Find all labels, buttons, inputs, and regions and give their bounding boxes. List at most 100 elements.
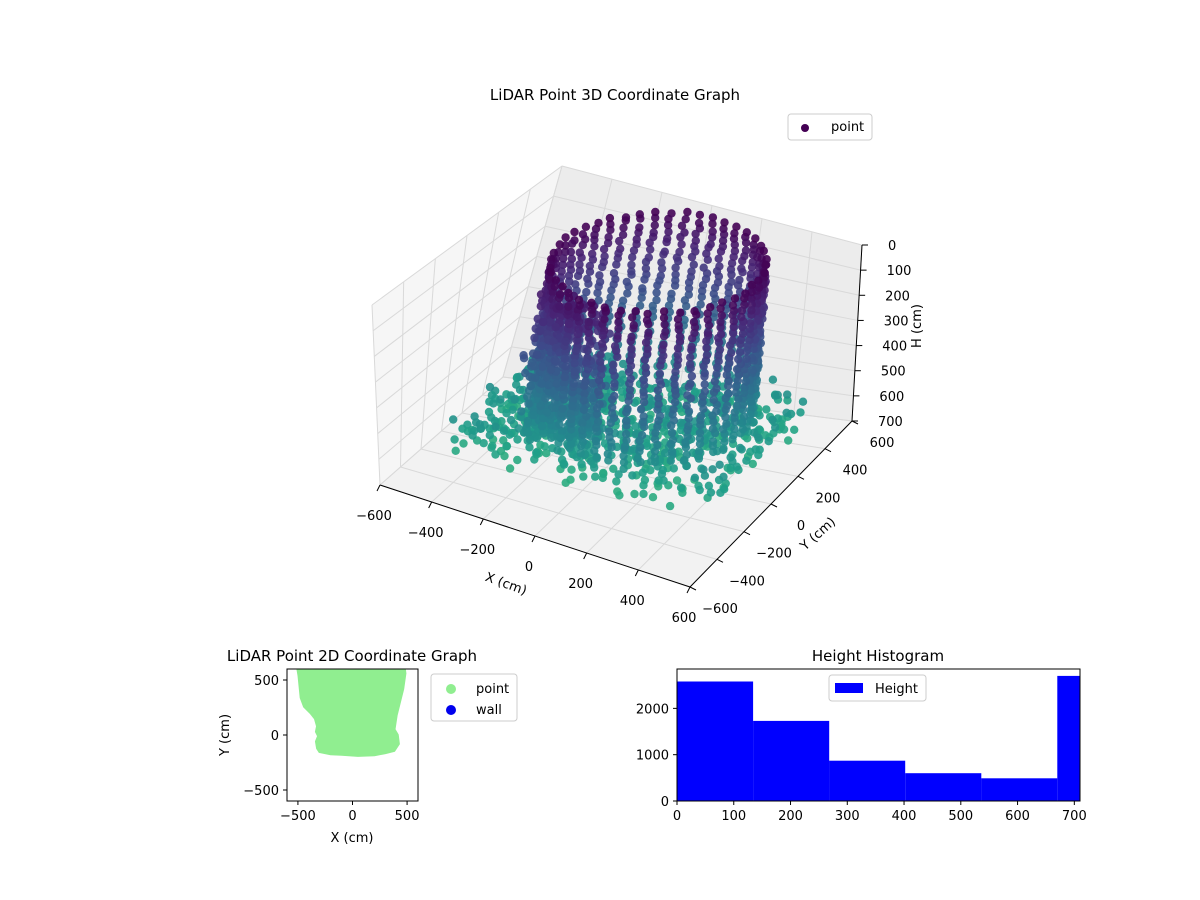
chart-3d-point — [721, 412, 730, 422]
chart-3d-point — [596, 350, 605, 359]
chart-3d-point — [604, 233, 613, 242]
chart-3d-point — [632, 235, 641, 244]
chart-3d-point — [595, 271, 604, 280]
chart-3d-point — [695, 485, 704, 495]
chart-3d-point — [622, 277, 631, 287]
chart-3d-point — [573, 329, 583, 339]
chart-3d-point — [680, 315, 689, 325]
chart-histogram-title: Height Histogram — [812, 647, 944, 665]
chart-3d-point — [564, 293, 574, 303]
chart-3d-point — [708, 213, 718, 222]
chart-3d-y-tick-label: −400 — [729, 574, 765, 589]
chart-3d-y-tick — [743, 531, 751, 536]
chart-3d-y-tick — [797, 475, 805, 480]
chart-3d-point — [529, 411, 538, 420]
chart-3d-point — [560, 372, 569, 382]
chart-3d-point — [719, 224, 728, 233]
chart-3d-point — [784, 436, 793, 445]
chart-3d-x-tick — [531, 535, 536, 543]
chart-3d-point — [605, 213, 615, 223]
chart-3d-point — [639, 397, 649, 407]
chart-3d-point — [551, 403, 560, 413]
chart-3d-point — [584, 328, 593, 338]
chart-3d-point — [567, 465, 576, 474]
chart-3d-point — [551, 322, 560, 332]
chart-3d-point — [654, 393, 663, 403]
chart-3d-point — [588, 379, 597, 388]
chart-3d-point — [736, 443, 745, 453]
chart-3d-point — [728, 301, 738, 310]
chart-3d-point — [627, 260, 636, 270]
chart-3d-point — [523, 429, 533, 438]
chart-3d-gridline-left-z — [372, 195, 554, 332]
chart-3d-point — [742, 354, 751, 363]
chart-3d-point — [738, 322, 747, 331]
chart-3d-point — [577, 460, 586, 469]
chart-3d-point — [548, 295, 557, 304]
chart-3d-point — [754, 283, 764, 292]
chart-3d-point — [645, 238, 654, 247]
chart-3d-point — [702, 343, 711, 353]
chart-3d-point — [631, 307, 640, 316]
chart-3d-point — [594, 218, 603, 228]
chart-3d-point — [741, 377, 751, 386]
chart-3d-point — [684, 284, 694, 293]
chart-3d-point — [726, 453, 735, 462]
chart-3d-point — [539, 429, 548, 438]
chart-3d-point — [759, 246, 768, 256]
chart-3d-point — [578, 230, 588, 239]
chart-3d-point — [709, 289, 718, 298]
chart-3d-point — [703, 315, 712, 324]
chart-3d-x-tick-label: −400 — [408, 526, 444, 541]
chart-3d-point — [468, 431, 477, 440]
chart-3d-point — [646, 466, 655, 475]
chart-3d-point — [450, 435, 459, 444]
chart-3d-point — [675, 337, 685, 346]
chart-3d-gridline-left-z — [375, 256, 538, 383]
chart-3d-point — [737, 264, 746, 273]
chart-3d-point — [710, 377, 720, 386]
chart-3d-point — [660, 448, 670, 458]
chart-3d-point — [564, 271, 574, 280]
chart-3d-point — [703, 328, 713, 337]
chart-3d-point — [648, 493, 658, 502]
chart-3d-point — [700, 471, 710, 480]
chart-3d-point — [660, 320, 669, 329]
chart-3d-point — [544, 381, 553, 390]
chart-3d-point — [604, 456, 613, 465]
chart-3d-point — [681, 438, 690, 447]
chart-3d-point — [603, 449, 612, 459]
chart-3d-point — [580, 381, 589, 391]
chart-3d-pane-left — [372, 166, 562, 485]
chart-3d-point — [555, 302, 564, 311]
chart-3d-point — [754, 276, 763, 285]
chart-3d-point — [733, 281, 743, 290]
chart-3d-point — [587, 298, 596, 307]
chart-histogram-legend-box — [828, 674, 927, 702]
chart-3d-point — [644, 328, 653, 337]
chart-3d-y-tick-label: 600 — [870, 436, 895, 451]
chart-3d-point — [638, 468, 647, 477]
chart-3d-point — [768, 415, 777, 425]
chart-3d-point — [708, 465, 717, 474]
chart-3d-point — [764, 437, 773, 446]
chart-3d-gridline-left-y — [461, 212, 500, 414]
chart-3d-point — [564, 319, 574, 329]
chart-3d-point — [651, 207, 660, 217]
chart-3d-point — [628, 253, 637, 262]
chart-3d-point — [729, 252, 738, 262]
chart-3d-point — [737, 312, 746, 322]
chart-3d-point — [597, 339, 607, 348]
chart-3d-point — [724, 288, 733, 298]
chart-3d-point — [506, 415, 516, 425]
chart-3d-point — [618, 359, 628, 369]
chart-3d-point — [771, 423, 780, 432]
chart-3d-point — [570, 236, 579, 245]
chart-3d-z-tick-label: 0 — [888, 239, 896, 254]
chart-3d-point — [657, 264, 667, 273]
chart-3d-point — [637, 293, 646, 302]
chart-2d-x-tick-label: −500 — [280, 809, 316, 824]
chart-3d-point — [716, 304, 725, 313]
chart-3d-point — [537, 379, 546, 388]
chart-3d-z-tick-label: 300 — [884, 314, 909, 329]
